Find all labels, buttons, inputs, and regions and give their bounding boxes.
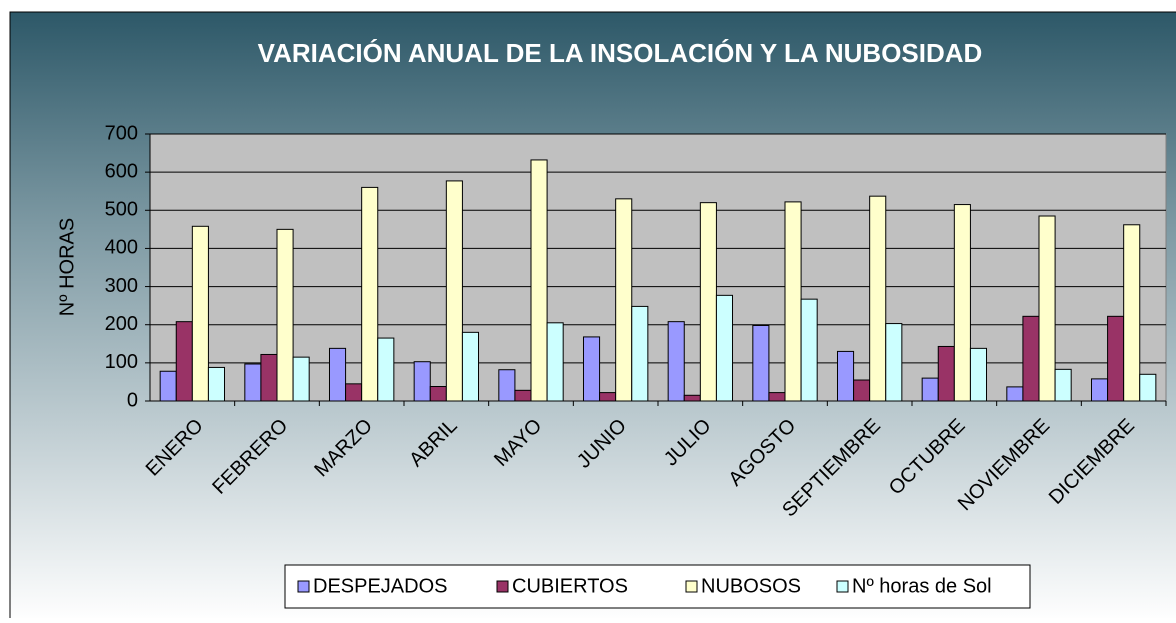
bar <box>429 386 447 402</box>
bar <box>1038 215 1056 402</box>
bar <box>498 369 516 402</box>
bar <box>1107 315 1125 402</box>
legend-swatch <box>836 580 849 593</box>
bar <box>445 180 463 402</box>
bar <box>885 323 903 402</box>
bar <box>207 366 226 402</box>
bar <box>599 392 617 402</box>
legend-label: DESPEJADOS <box>313 575 447 597</box>
y-axis-label: Nº HORAS <box>56 218 78 316</box>
bar <box>328 347 347 402</box>
bar <box>582 336 601 402</box>
bar <box>1123 224 1141 402</box>
legend-label: CUBIERTOS <box>512 575 628 597</box>
legend-swatch <box>496 580 509 593</box>
bar <box>836 350 855 402</box>
bar <box>546 322 564 402</box>
y-tick-label: 0 <box>127 389 138 411</box>
bar <box>361 186 379 402</box>
y-tick-label: 300 <box>105 275 138 297</box>
y-tick-label: 400 <box>105 237 138 259</box>
bar <box>937 345 955 402</box>
bar <box>768 392 786 402</box>
bar <box>1022 315 1040 402</box>
y-tick-label: 200 <box>105 313 138 335</box>
bar <box>461 331 480 402</box>
bar <box>1054 368 1072 402</box>
bar <box>853 379 871 402</box>
legend-label: NUBOSOS <box>701 575 801 597</box>
bar <box>175 321 193 402</box>
bar <box>869 195 887 402</box>
bar <box>345 383 363 402</box>
y-tick-label: 700 <box>105 122 138 144</box>
legend-label: Nº horas de Sol <box>852 575 992 597</box>
bar <box>715 294 734 402</box>
bar <box>530 159 548 402</box>
y-tick-label: 500 <box>105 199 138 221</box>
bar <box>752 324 770 402</box>
bar <box>276 228 294 402</box>
y-tick-label: 100 <box>105 351 138 373</box>
bar <box>953 204 971 402</box>
y-tick-label: 600 <box>105 160 138 182</box>
legend-swatch <box>297 580 310 593</box>
bar <box>667 321 685 402</box>
bar <box>159 370 177 402</box>
bar <box>784 201 802 402</box>
bar <box>921 377 939 402</box>
bar <box>260 353 278 402</box>
bar <box>800 298 818 402</box>
legend-swatch <box>685 580 698 593</box>
bar <box>615 198 633 402</box>
bar <box>1139 373 1157 402</box>
bar <box>1090 378 1109 402</box>
bar <box>1006 386 1024 402</box>
bar <box>292 356 310 402</box>
bar <box>699 202 717 402</box>
bar <box>514 389 532 402</box>
plot-area <box>149 133 1167 402</box>
bar <box>377 337 395 402</box>
chart-title: VARIACIÓN ANUAL DE LA INSOLACIÓN Y LA NU… <box>258 38 983 68</box>
bar <box>191 225 209 402</box>
bar <box>244 363 262 402</box>
bar <box>969 347 988 402</box>
bar <box>631 305 649 402</box>
bar <box>683 394 701 402</box>
bar <box>413 361 431 402</box>
legend-box <box>284 564 1031 609</box>
